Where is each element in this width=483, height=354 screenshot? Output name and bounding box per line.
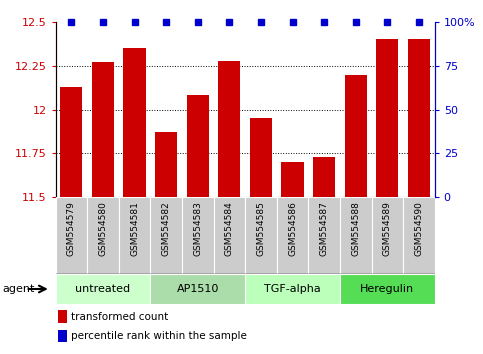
Bar bbox=[376, 40, 398, 197]
Text: GSM554588: GSM554588 bbox=[351, 201, 360, 256]
Bar bbox=[150, 197, 182, 274]
Bar bbox=[60, 87, 83, 197]
Bar bbox=[155, 132, 177, 197]
Bar bbox=[277, 197, 308, 274]
Text: GSM554585: GSM554585 bbox=[256, 201, 266, 256]
Bar bbox=[92, 62, 114, 197]
Bar bbox=[313, 157, 335, 197]
Bar bbox=[56, 197, 87, 274]
Bar bbox=[119, 197, 150, 274]
Text: TGF-alpha: TGF-alpha bbox=[264, 284, 321, 294]
Text: GSM554584: GSM554584 bbox=[225, 201, 234, 256]
Bar bbox=[250, 118, 272, 197]
Text: GSM554586: GSM554586 bbox=[288, 201, 297, 256]
Text: transformed count: transformed count bbox=[71, 312, 168, 321]
Bar bbox=[308, 197, 340, 274]
Bar bbox=[245, 274, 340, 304]
Text: GSM554581: GSM554581 bbox=[130, 201, 139, 256]
Bar bbox=[371, 197, 403, 274]
Text: percentile rank within the sample: percentile rank within the sample bbox=[71, 331, 246, 341]
Text: Heregulin: Heregulin bbox=[360, 284, 414, 294]
Text: GSM554589: GSM554589 bbox=[383, 201, 392, 256]
Bar bbox=[87, 197, 119, 274]
Text: GSM554580: GSM554580 bbox=[99, 201, 107, 256]
Bar bbox=[340, 197, 371, 274]
Text: untreated: untreated bbox=[75, 284, 130, 294]
Bar bbox=[282, 162, 304, 197]
Bar bbox=[408, 40, 430, 197]
Text: GSM554587: GSM554587 bbox=[320, 201, 328, 256]
Bar bbox=[213, 197, 245, 274]
Bar bbox=[182, 197, 213, 274]
Bar bbox=[150, 274, 245, 304]
Bar bbox=[56, 274, 150, 304]
Bar bbox=[186, 96, 209, 197]
Text: GSM554582: GSM554582 bbox=[162, 201, 170, 256]
Text: GSM554590: GSM554590 bbox=[414, 201, 424, 256]
Bar bbox=[124, 48, 145, 197]
Bar bbox=[345, 74, 367, 197]
Text: GSM554579: GSM554579 bbox=[67, 201, 76, 256]
Text: agent: agent bbox=[2, 284, 35, 294]
Text: AP1510: AP1510 bbox=[177, 284, 219, 294]
Bar bbox=[218, 61, 241, 197]
Text: GSM554583: GSM554583 bbox=[193, 201, 202, 256]
Bar bbox=[340, 274, 435, 304]
Bar bbox=[403, 197, 435, 274]
Bar bbox=[245, 197, 277, 274]
